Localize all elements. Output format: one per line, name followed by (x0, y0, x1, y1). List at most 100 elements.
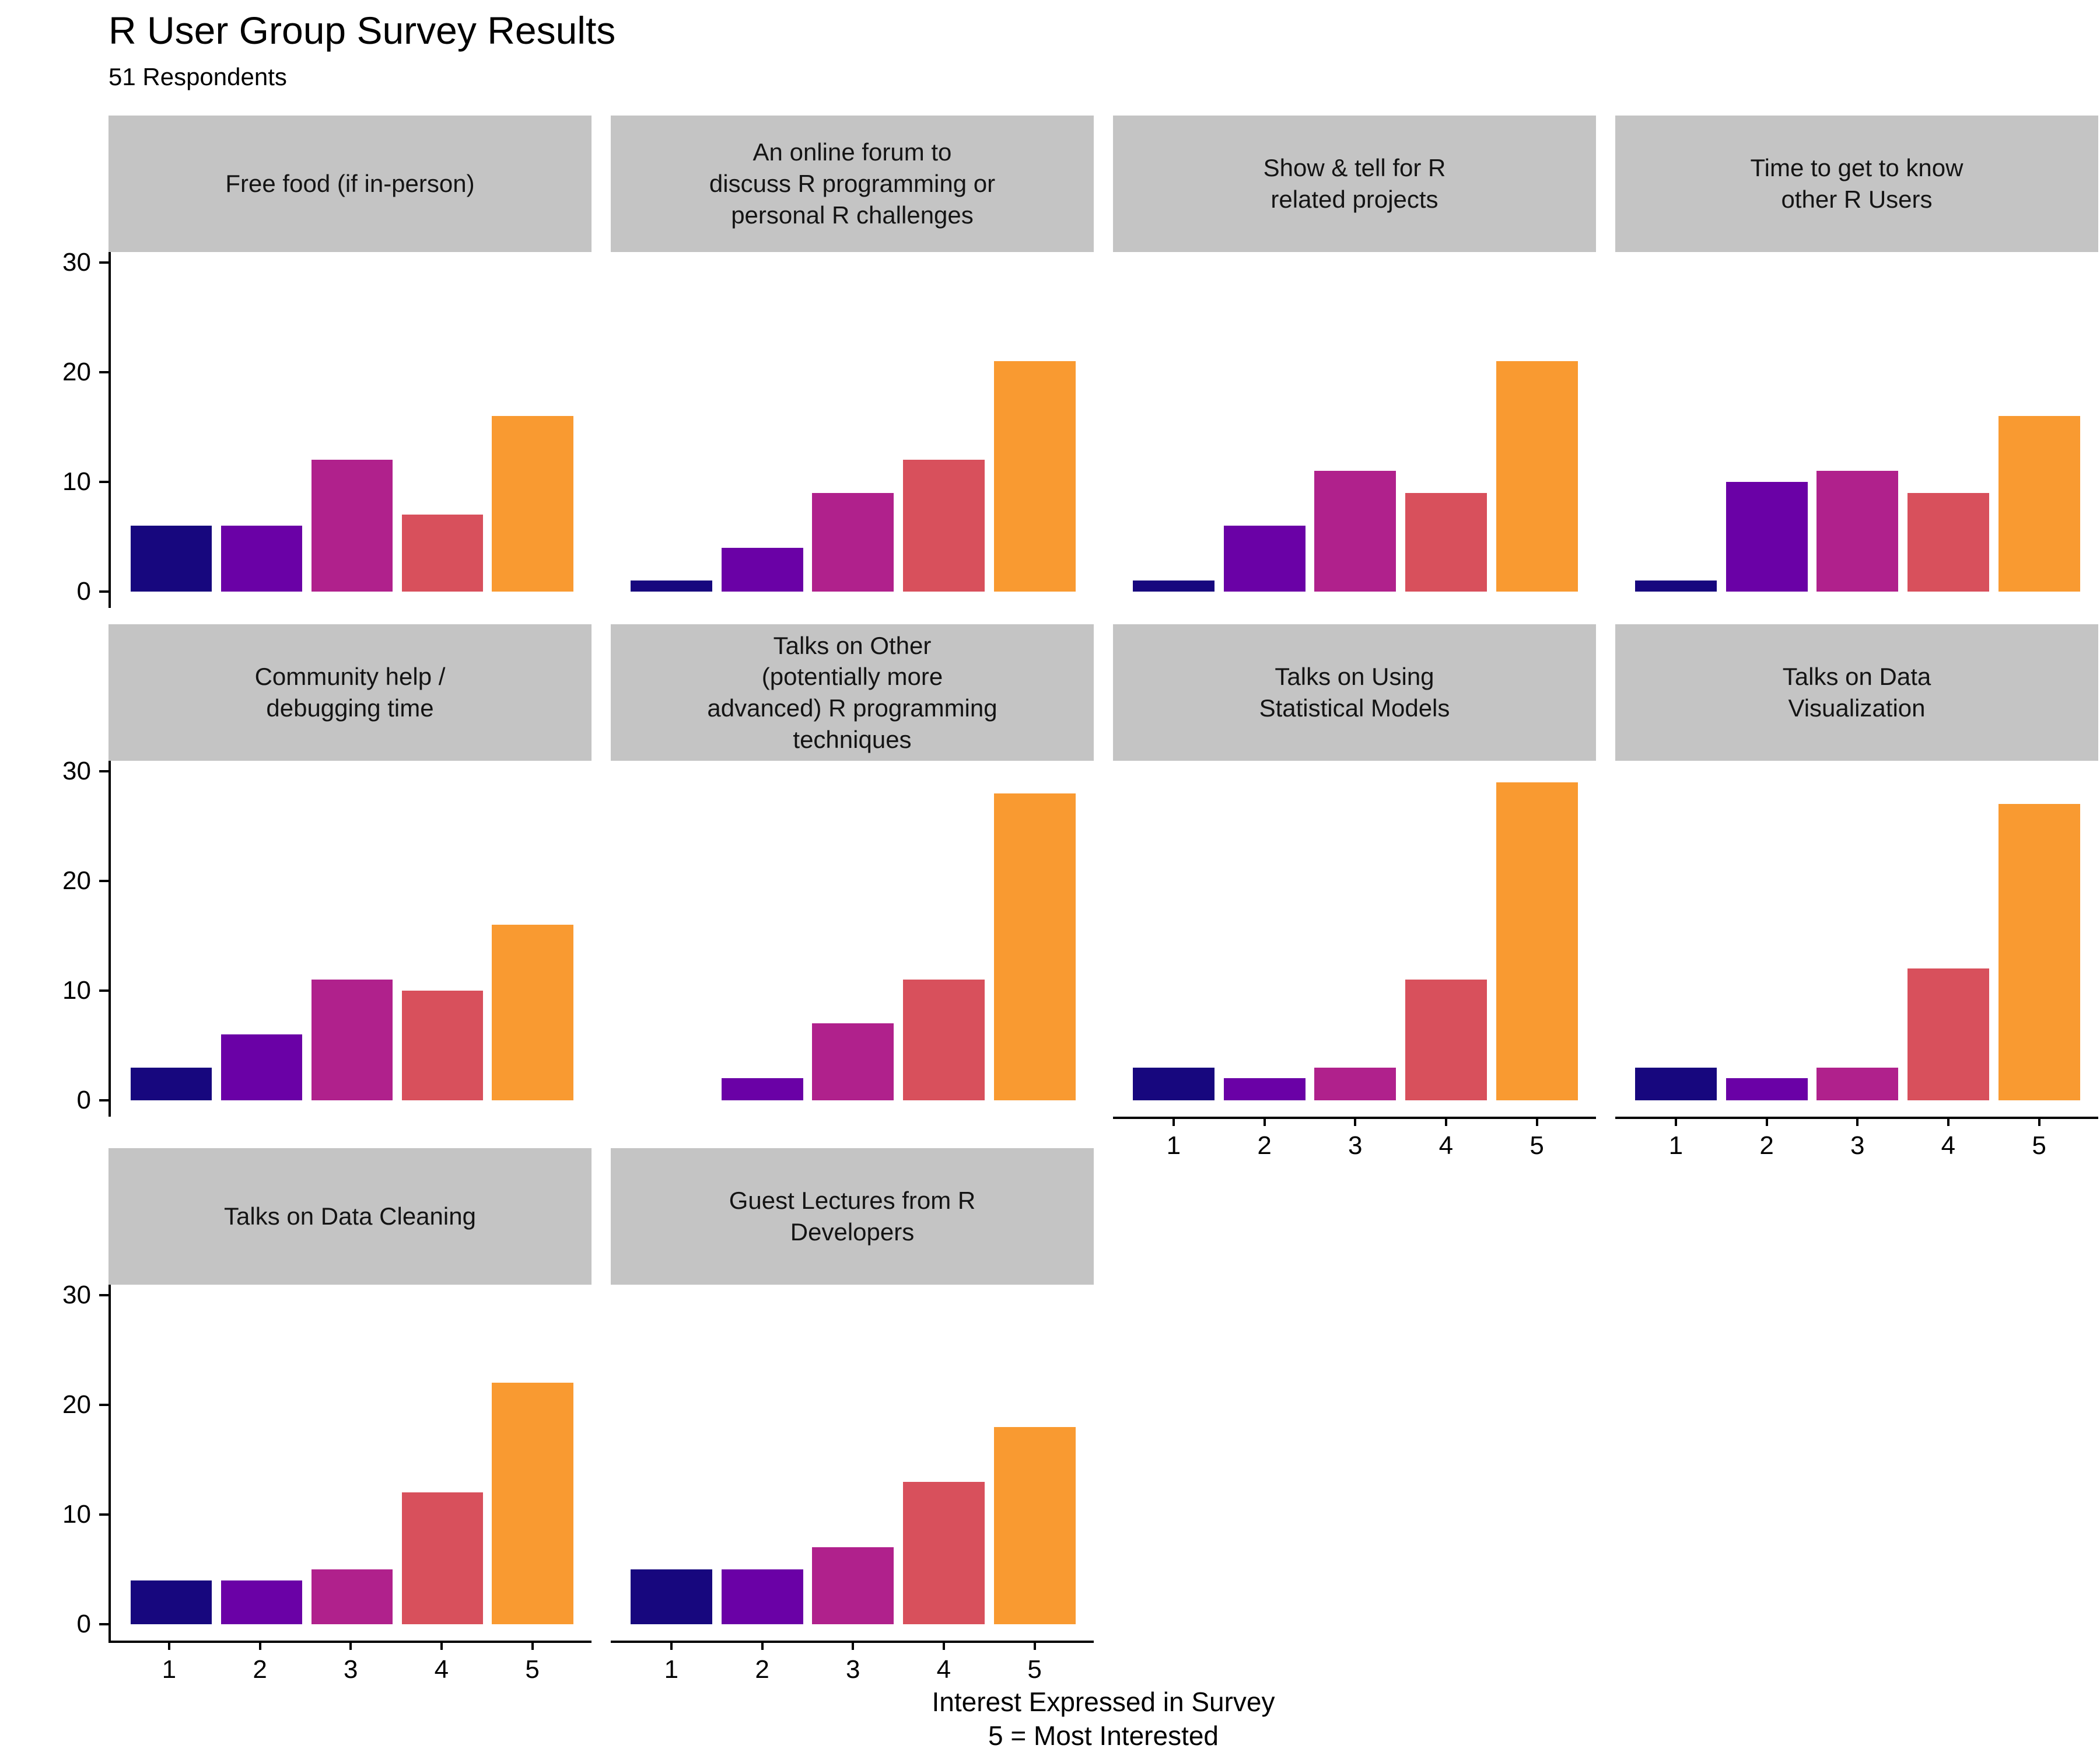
x-axis-label: 4 (1941, 1131, 1956, 1160)
bar-rating-4 (401, 515, 483, 592)
page-title: R User Group Survey Results (108, 9, 616, 52)
bar-rating-5 (1496, 782, 1578, 1100)
y-axis-tick (99, 1623, 108, 1625)
y-axis-label: 30 (62, 757, 91, 785)
x-axis-label: 5 (1530, 1131, 1544, 1160)
y-axis-tick (99, 1513, 108, 1516)
x-axis-label: 4 (434, 1655, 449, 1684)
facet-panel: Talks on Data Visualization 1 2 3 4 5 (1615, 624, 2098, 1159)
x-axis-tick (1172, 1117, 1175, 1126)
y-axis-label: 30 (62, 248, 91, 277)
bar-rating-3 (812, 1023, 894, 1100)
bar-rating-4 (1405, 980, 1487, 1100)
plot-area (1113, 252, 1596, 608)
y-axis-label: 0 (76, 1086, 91, 1114)
x-axis-tick (1444, 1117, 1447, 1126)
bar-rating-5 (1998, 416, 2080, 592)
x-axis-tick (1765, 1117, 1768, 1126)
plot-area (611, 761, 1094, 1117)
x-axis-tick (942, 1641, 945, 1650)
bar-rating-4 (1405, 492, 1487, 592)
bar-rating-5 (492, 1383, 573, 1624)
y-axis-label: 10 (62, 976, 91, 1005)
y-axis-label: 10 (62, 1500, 91, 1529)
bar-rating-5 (492, 925, 573, 1100)
facet-strip: Talks on Data Visualization (1615, 624, 2098, 761)
bar-rating-2 (1726, 482, 1808, 592)
x-axis-tick (1263, 1117, 1266, 1126)
y-axis-label: 20 (62, 358, 91, 386)
x-axis-tick (1947, 1117, 1950, 1126)
y-axis-tick (99, 989, 108, 992)
facet-strip: An online forum to discuss R programming … (611, 116, 1094, 252)
x-axis-tick (1535, 1117, 1538, 1126)
x-axis-label: 2 (755, 1655, 769, 1684)
bar-rating-1 (130, 1580, 212, 1624)
x-axis-label: 5 (2032, 1131, 2046, 1160)
y-axis-tick (99, 590, 108, 593)
facet-panel: Talks on Using Statistical Models 1 2 3 4 5 (1113, 624, 1596, 1159)
facet-strip-label: An online forum to discuss R programming … (709, 138, 996, 229)
bar-rating-3 (1817, 471, 1899, 592)
bar-rating-3 (812, 492, 894, 592)
plot-area (1113, 761, 1596, 1119)
plot-area (611, 1285, 1094, 1643)
facet-strip-label: Talks on Using Statistical Models (1259, 663, 1450, 722)
x-axis-label: 3 (343, 1655, 358, 1684)
x-axis-tick (1674, 1117, 1677, 1126)
bar-rating-5 (993, 361, 1076, 592)
page-subtitle: 51 Respondents (108, 63, 287, 90)
facet-strip-label: Time to get to know other R Users (1750, 154, 1964, 213)
plot-area (108, 1285, 592, 1643)
facet-panel: Time to get to know other R Users (1615, 116, 2098, 608)
bar-rating-2 (220, 1034, 302, 1100)
bar-rating-5 (492, 416, 573, 592)
bar-rating-4 (1907, 492, 1989, 592)
bar-rating-4 (902, 460, 985, 592)
facet-panel: Guest Lectures from R Developers 1 2 3 4 5 (611, 1148, 1094, 1683)
y-axis-tick (99, 261, 108, 264)
bar-rating-2 (220, 526, 302, 592)
bar-rating-3 (1314, 1067, 1396, 1100)
x-axis-tick (1856, 1117, 1859, 1126)
bar-rating-3 (311, 980, 393, 1100)
x-axis-label: 3 (845, 1655, 860, 1684)
facet-panel: An online forum to discuss R programming … (611, 116, 1094, 608)
bar-rating-5 (993, 793, 1076, 1100)
bar-rating-1 (630, 580, 712, 592)
x-axis-label: 4 (1438, 1131, 1454, 1160)
facet-strip: Time to get to know other R Users (1615, 116, 2098, 252)
x-axis-tick (670, 1641, 673, 1650)
bar-rating-2 (220, 1580, 302, 1624)
facet-strip: Free food (if in-person) (108, 116, 592, 252)
bar-rating-2 (721, 547, 803, 592)
x-axis-tick (440, 1641, 443, 1650)
x-axis-label: 1 (1668, 1131, 1684, 1160)
y-axis-tick (99, 880, 108, 882)
facet-strip: Guest Lectures from R Developers (611, 1148, 1094, 1285)
x-axis-tick (852, 1641, 855, 1650)
x-axis-tick (531, 1641, 534, 1650)
facet-strip-label: Talks on Data Visualization (1782, 663, 1931, 722)
y-axis-label: 20 (62, 866, 91, 895)
x-axis-tick (1033, 1641, 1036, 1650)
x-axis-title-line-1: Interest Expressed in Survey (932, 1687, 1275, 1717)
bar-rating-1 (1634, 580, 1717, 592)
y-axis-tick (99, 1404, 108, 1406)
x-axis-label: 2 (253, 1655, 267, 1684)
x-axis-label: 5 (525, 1655, 540, 1684)
facet-panel: Free food (if in-person) 0 10 20 30 (62, 116, 592, 608)
bar-rating-2 (1223, 1078, 1306, 1100)
bar-rating-1 (1132, 580, 1214, 592)
bar-rating-2 (1726, 1078, 1808, 1100)
bar-rating-3 (812, 1547, 894, 1624)
bar-rating-1 (1132, 1067, 1214, 1100)
plot-area (1615, 761, 2098, 1119)
bar-rating-1 (130, 1067, 212, 1100)
x-axis-tick (349, 1641, 352, 1650)
x-axis-label: 1 (664, 1655, 679, 1684)
plot-area (611, 252, 1094, 608)
bar-rating-5 (993, 1426, 1076, 1624)
